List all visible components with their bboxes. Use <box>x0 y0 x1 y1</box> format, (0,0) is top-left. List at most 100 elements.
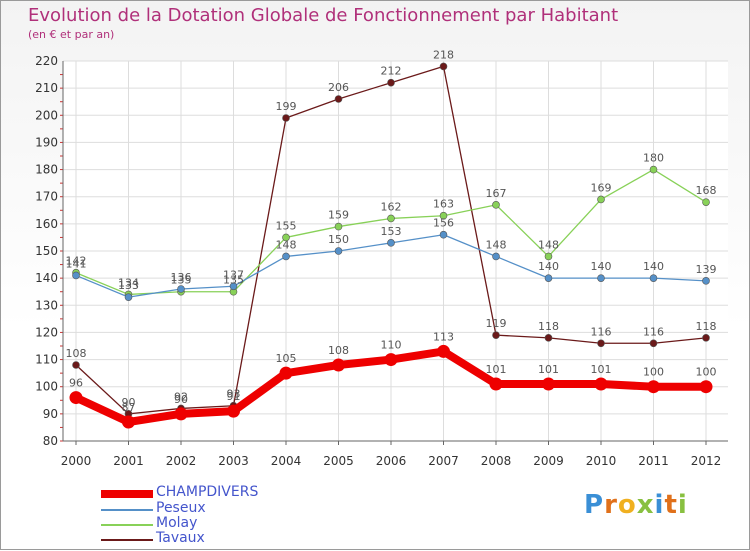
y-tick-label: 150 <box>35 244 58 258</box>
data-label-tavaux: 116 <box>643 325 664 338</box>
data-point-molay <box>649 165 658 174</box>
data-point-peseux <box>702 277 710 285</box>
data-point-peseux <box>649 274 658 282</box>
y-tick-label: 130 <box>35 298 58 312</box>
logo-letter: o <box>617 490 637 520</box>
logo-letter: t <box>664 490 678 520</box>
data-label-tavaux: 108 <box>66 347 87 360</box>
data-label-tavaux: 119 <box>486 317 507 330</box>
logo-letter: x <box>636 490 655 520</box>
data-label-peseux: 156 <box>433 217 454 230</box>
x-tick-label: 2009 <box>533 454 564 468</box>
logo-letter: r <box>604 490 618 520</box>
axis-layer: 8090100110120130140150160170180190200210… <box>35 54 728 468</box>
x-tick-label: 2006 <box>376 454 407 468</box>
x-tick-label: 2008 <box>481 454 512 468</box>
x-tick-label: 2000 <box>61 454 92 468</box>
data-label-tavaux: 90 <box>122 396 136 409</box>
data-point-molay <box>282 233 290 242</box>
y-tick-label: 110 <box>35 353 58 367</box>
y-tick-label: 140 <box>35 271 58 285</box>
data-point-champdivers <box>542 377 555 391</box>
data-label-molay: 163 <box>433 198 454 211</box>
data-point-tavaux <box>597 339 605 348</box>
data-label-molay: 162 <box>381 200 402 213</box>
data-point-peseux <box>597 274 605 282</box>
data-label-champdivers: 110 <box>381 339 402 352</box>
data-label-champdivers: 113 <box>433 330 454 343</box>
y-tick-label: 210 <box>35 81 58 95</box>
logo-letter: i <box>677 490 688 520</box>
data-point-molay <box>492 201 500 209</box>
legend-swatch-tavaux <box>101 539 153 541</box>
y-tick-label: 90 <box>43 407 58 421</box>
x-tick-label: 2005 <box>323 454 354 468</box>
data-label-tavaux: 199 <box>276 100 297 113</box>
y-tick-label: 80 <box>43 434 58 448</box>
data-label-peseux: 136 <box>171 271 192 284</box>
data-label-molay: 134 <box>118 276 139 289</box>
data-point-champdivers <box>69 391 83 405</box>
data-label-peseux: 137 <box>223 268 244 281</box>
x-tick-label: 2001 <box>113 454 144 468</box>
data-point-peseux <box>439 230 448 239</box>
data-label-molay: 168 <box>696 184 717 197</box>
data-label-peseux: 139 <box>696 263 717 276</box>
data-point-champdivers <box>647 380 660 394</box>
legend-label-molay: Molay <box>156 515 198 531</box>
data-point-tavaux <box>702 334 710 342</box>
data-label-peseux: 140 <box>643 260 664 273</box>
data-label-peseux: 140 <box>591 260 612 273</box>
data-point-molay <box>387 214 395 223</box>
data-label-tavaux: 118 <box>696 320 717 333</box>
data-point-tavaux <box>387 78 395 87</box>
data-point-champdivers <box>174 407 188 421</box>
data-label-peseux: 140 <box>538 260 559 273</box>
data-point-peseux <box>387 239 395 247</box>
data-point-champdivers <box>437 344 450 358</box>
data-label-champdivers: 91 <box>227 390 241 403</box>
data-label-champdivers: 100 <box>643 366 664 379</box>
data-label-molay: 148 <box>538 238 559 251</box>
data-label-tavaux: 118 <box>538 320 559 333</box>
data-label-peseux: 148 <box>276 238 297 251</box>
data-point-peseux <box>492 252 500 261</box>
data-label-champdivers: 87 <box>122 401 136 414</box>
data-label-champdivers: 101 <box>486 363 507 376</box>
data-label-peseux: 153 <box>381 225 402 238</box>
logo-letter: i <box>654 490 665 520</box>
data-label-molay: 155 <box>276 219 297 232</box>
data-label-tavaux: 92 <box>174 390 188 403</box>
data-point-champdivers <box>489 377 503 391</box>
data-label-champdivers: 101 <box>538 363 559 376</box>
y-tick-label: 180 <box>35 163 58 177</box>
x-tick-label: 2003 <box>218 454 249 468</box>
data-label-molay: 169 <box>591 181 612 194</box>
x-tick-label: 2012 <box>691 454 722 468</box>
y-tick-label: 100 <box>35 380 58 394</box>
data-label-champdivers: 108 <box>328 344 349 357</box>
data-point-peseux <box>124 293 133 301</box>
data-label-peseux: 148 <box>486 238 507 251</box>
data-point-tavaux <box>282 114 290 122</box>
legend-swatch-champdivers <box>101 490 153 498</box>
data-label-tavaux: 218 <box>433 48 454 61</box>
data-label-molay: 135 <box>223 274 244 287</box>
data-point-champdivers <box>122 415 135 429</box>
data-label-champdivers: 96 <box>69 377 83 390</box>
data-label-molay: 159 <box>328 209 349 222</box>
data-label-molay: 180 <box>643 152 664 165</box>
data-point-tavaux <box>649 339 658 348</box>
x-tick-label: 2010 <box>586 454 617 468</box>
data-point-champdivers <box>279 366 293 380</box>
logo-letter: P <box>584 490 605 520</box>
legend-swatch-peseux <box>101 509 153 511</box>
data-label-peseux: 133 <box>118 279 139 292</box>
data-point-peseux <box>229 282 238 291</box>
x-tick-label: 2007 <box>428 454 459 468</box>
data-point-champdivers <box>227 404 240 418</box>
data-point-tavaux <box>72 361 80 369</box>
